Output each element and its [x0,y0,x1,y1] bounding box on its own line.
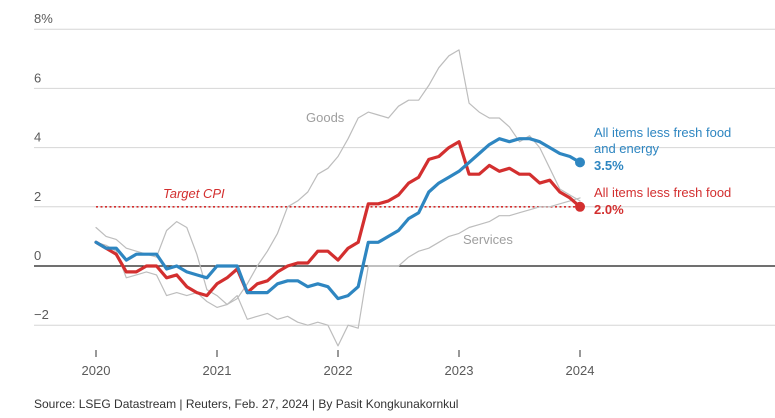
gridlines: −2 0 2 4 6 8% [34,11,775,326]
goods-series-line [95,49,581,306]
core-core-label-line2: and energy [594,141,660,156]
y-tick-label: 8% [34,11,53,26]
y-tick-label: 6 [34,70,41,85]
y-tick-label: 4 [34,130,41,145]
x-tick-label: 2023 [445,363,474,378]
series-lines [94,49,585,347]
target-cpi-label: Target CPI [163,186,225,201]
series-labels: Goods Services Target CPI All items less… [163,110,731,247]
y-tick-label: −2 [34,307,49,322]
core-series-line [94,140,582,298]
core-label: All items less fresh food [594,185,731,200]
x-axis-ticks: 2020 2021 2022 2023 2024 [82,350,595,378]
core-core-end-value: 3.5% [594,158,624,173]
x-tick-label: 2021 [203,363,232,378]
core-core-label-line1: All items less fresh food [594,125,731,140]
x-tick-label: 2022 [324,363,353,378]
core-core-series-line [94,137,582,301]
core-core-end-marker [575,157,585,168]
core-end-value: 2.0% [594,202,624,217]
core-end-marker [575,201,585,212]
services-series-line [95,197,581,347]
x-tick-label: 2024 [566,363,595,378]
source-note: Source: LSEG Datastream | Reuters, Feb. … [34,397,459,411]
services-label: Services [463,232,513,247]
goods-label: Goods [306,110,345,125]
y-tick-label: 2 [34,189,41,204]
y-tick-label: 0 [34,248,41,263]
x-tick-label: 2020 [82,363,111,378]
